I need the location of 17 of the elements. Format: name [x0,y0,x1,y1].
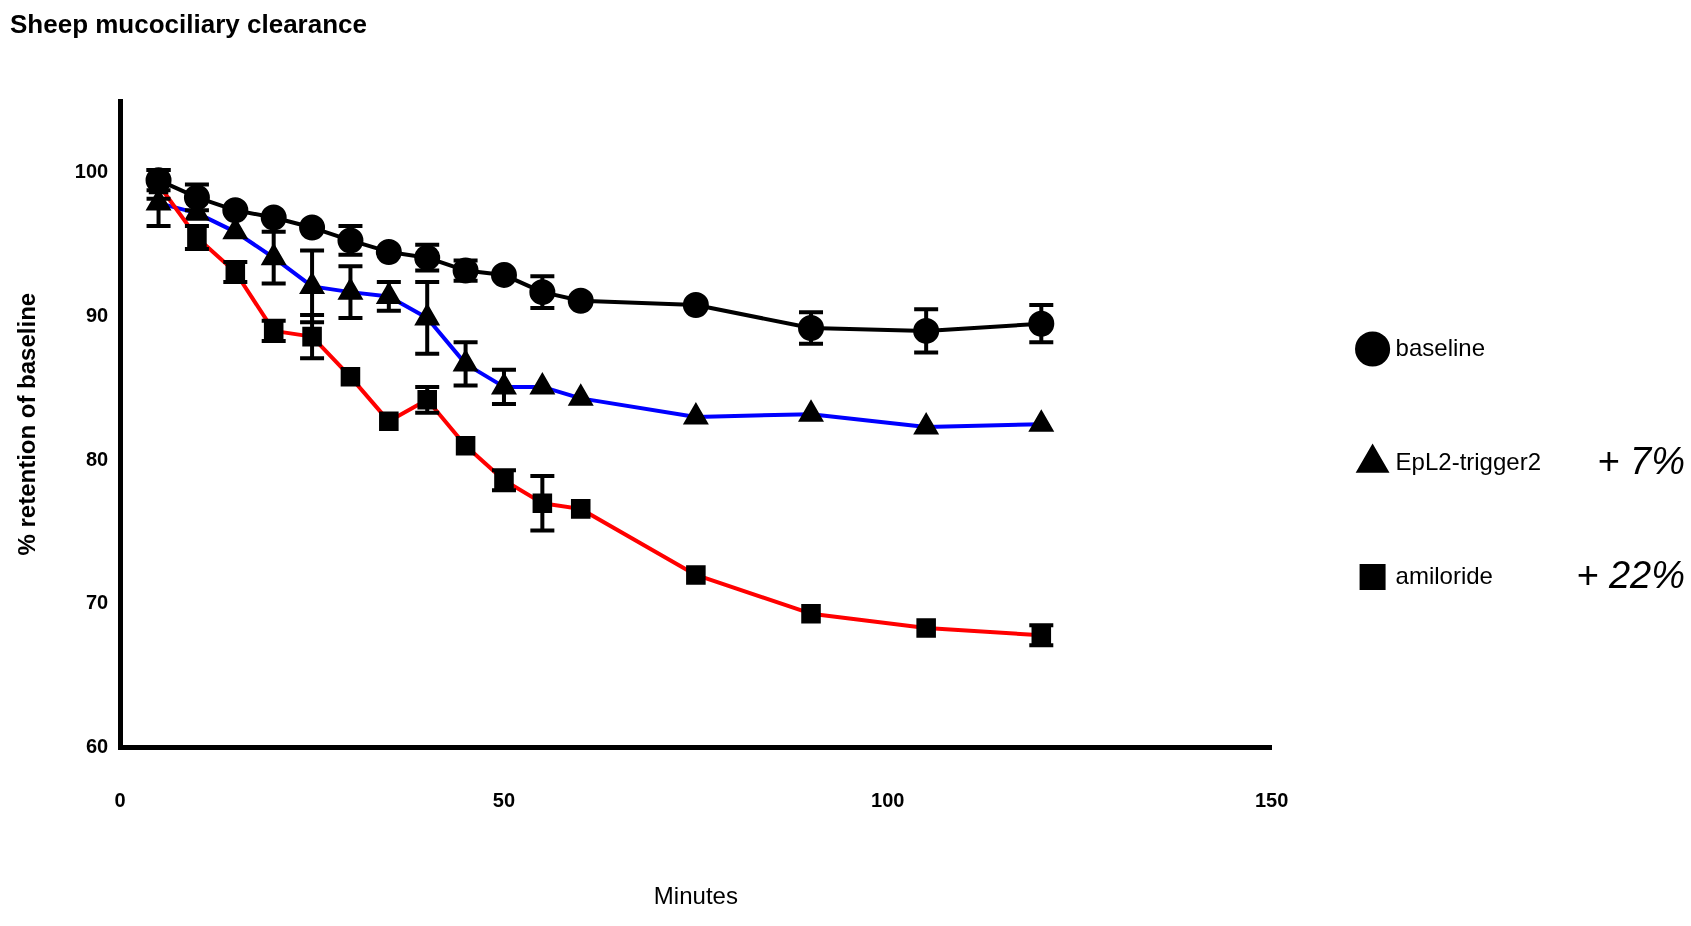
chart-title: Sheep mucociliary clearance [10,8,367,39]
x-tick-label: 150 [1254,788,1289,811]
x-tick-label: 0 [114,788,126,811]
y-axis-title: % retention of baseline [13,292,41,556]
legend-label: baseline [1395,333,1485,361]
x-tick-label: 50 [492,788,516,811]
y-tick-label: 90 [85,304,109,327]
legend-label: amiloride [1395,561,1493,589]
y-tick-label: 80 [85,447,109,470]
text: + 22% [1576,553,1685,596]
x-axis-title: Minutes [653,882,738,910]
y-tick-label: 60 [85,734,109,757]
legend-label: EpL2-trigger2 [1395,447,1541,475]
x-tick-label: 100 [871,788,905,811]
text: + 7% [1597,439,1685,482]
y-tick-label: 70 [85,591,109,614]
y-tick-label: 100 [74,160,109,183]
